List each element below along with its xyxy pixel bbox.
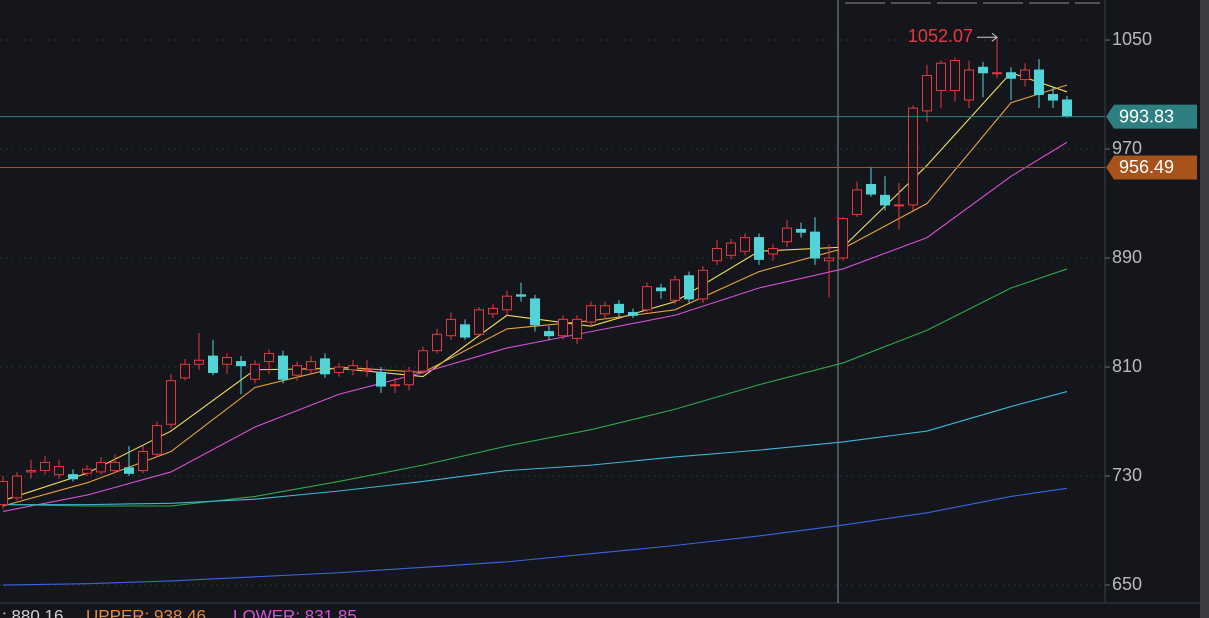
candle-body — [180, 363, 190, 379]
candle-body — [572, 318, 582, 339]
candle-body — [600, 305, 610, 315]
indicator-text: : 880.16 — [2, 606, 63, 618]
candle-body — [166, 380, 176, 425]
y-tick-label: 970 — [1112, 138, 1142, 158]
candle-body — [236, 361, 246, 367]
candle-body — [852, 189, 862, 215]
candle-body — [656, 287, 666, 292]
candle-body — [432, 333, 442, 352]
candle-body — [950, 59, 960, 91]
candle-body — [40, 461, 50, 472]
candle-body — [96, 461, 106, 473]
candle-body — [418, 350, 428, 372]
candle-body — [26, 470, 36, 473]
candle-body — [754, 237, 764, 260]
candle-body — [138, 451, 148, 472]
candle-body — [376, 371, 386, 387]
candle-body — [502, 295, 512, 311]
moving-average-line — [2, 84, 1068, 507]
y-tick-label: 810 — [1112, 356, 1142, 376]
candle-body — [782, 227, 792, 243]
candle-body — [866, 183, 876, 195]
price-label-box — [1106, 155, 1197, 180]
candle-body — [824, 257, 834, 262]
candle-body — [1062, 99, 1072, 118]
candle-body — [838, 218, 848, 259]
candle-body — [362, 369, 372, 372]
candle-body — [292, 365, 302, 376]
candle-body — [82, 468, 92, 474]
candle-body — [194, 359, 204, 365]
candle-body — [712, 248, 722, 262]
y-tick-label: 730 — [1112, 465, 1142, 485]
y-tick-label: 1050 — [1112, 29, 1152, 49]
candle-body — [320, 358, 330, 375]
candle-body — [124, 467, 134, 474]
price-label: 993.83 — [1119, 106, 1174, 126]
candle-body — [768, 248, 778, 255]
high-label: 1052.07 — [908, 26, 973, 46]
candle-body — [698, 269, 708, 300]
candle-body — [110, 461, 120, 472]
candle-body — [516, 294, 526, 297]
candle-body — [488, 307, 498, 315]
candle-body — [208, 355, 218, 373]
candle-body — [68, 474, 78, 480]
candle-body — [810, 231, 820, 259]
y-tick-label: 650 — [1112, 574, 1142, 594]
candle-body — [222, 356, 232, 365]
price-label-box — [1106, 104, 1197, 129]
candle-body — [404, 370, 414, 386]
candle-body — [1020, 69, 1030, 81]
candle-body — [474, 309, 484, 335]
candle-body — [278, 355, 288, 380]
moving-average-line — [3, 391, 1068, 506]
candle-body — [348, 365, 358, 371]
candle-body — [628, 312, 638, 316]
candle-body — [264, 352, 274, 363]
candle-body — [908, 107, 918, 206]
candle-body — [614, 303, 624, 314]
candle-body — [936, 62, 946, 91]
candle-body — [446, 318, 456, 337]
indicator-text: LOWER: 831.85 — [233, 606, 357, 618]
candle-body — [922, 74, 932, 112]
y-tick-label: 890 — [1112, 247, 1142, 267]
candle-body — [670, 279, 680, 301]
candle-body — [796, 228, 806, 233]
candle-body — [1006, 72, 1016, 79]
candle-body — [306, 361, 316, 371]
candle-body — [964, 69, 974, 101]
moving-average-line — [2, 487, 1068, 586]
candle-body — [12, 475, 22, 499]
candle-body — [544, 331, 554, 337]
candle-body — [894, 204, 904, 207]
candle-body — [54, 465, 64, 476]
candle-body — [530, 298, 540, 326]
candle-body — [880, 194, 890, 206]
candle-body — [1034, 69, 1044, 96]
candle-body — [250, 363, 260, 380]
candle-body — [726, 242, 736, 256]
candle-body — [978, 66, 988, 74]
candle-body — [1048, 94, 1058, 101]
candle-body — [558, 318, 568, 337]
candle-body — [586, 305, 596, 323]
candle-body — [460, 324, 470, 338]
moving-average-line — [2, 268, 1068, 507]
candle-body — [740, 237, 750, 252]
indicator-text: UPPER: 938.46 — [86, 606, 206, 618]
candle-body — [992, 72, 1002, 75]
scrollbar — [1200, 0, 1209, 618]
high-arrowhead — [991, 32, 998, 42]
candle-body — [684, 275, 694, 300]
candle-body — [334, 366, 344, 373]
candle-body — [390, 384, 400, 387]
candle-body — [152, 425, 162, 455]
candle-body — [0, 480, 8, 506]
price-label: 956.49 — [1119, 157, 1174, 177]
candle-body — [642, 286, 652, 311]
